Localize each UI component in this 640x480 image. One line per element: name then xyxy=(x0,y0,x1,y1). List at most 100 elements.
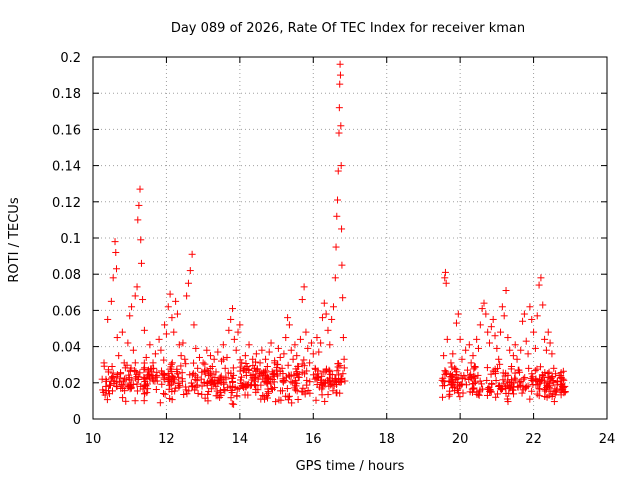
data-point xyxy=(318,314,326,322)
data-point xyxy=(180,390,188,398)
data-point xyxy=(142,374,150,382)
data-point xyxy=(243,363,251,371)
data-point xyxy=(318,372,326,380)
data-point xyxy=(440,352,448,360)
data-point xyxy=(172,297,180,305)
data-point xyxy=(303,367,311,375)
data-point xyxy=(492,377,500,385)
data-point xyxy=(230,400,238,408)
data-point xyxy=(209,381,217,389)
data-point xyxy=(541,335,549,343)
data-point xyxy=(194,364,202,372)
data-point xyxy=(249,355,257,363)
data-point xyxy=(329,387,337,395)
data-point xyxy=(505,389,513,397)
data-point xyxy=(309,371,317,379)
data-point xyxy=(117,384,125,392)
data-point xyxy=(313,334,321,342)
data-point xyxy=(107,297,115,305)
data-point xyxy=(331,274,339,282)
data-point xyxy=(230,371,238,379)
data-point xyxy=(151,350,159,358)
data-point xyxy=(314,370,322,378)
data-point xyxy=(338,261,346,269)
y-tick-label: 0 xyxy=(73,413,81,428)
data-point xyxy=(201,360,209,368)
data-point xyxy=(225,326,233,334)
data-point xyxy=(161,390,169,398)
data-point xyxy=(259,391,267,399)
data-point xyxy=(471,363,479,371)
data-point xyxy=(140,359,148,367)
data-point xyxy=(504,334,512,342)
data-point xyxy=(320,299,328,307)
data-point xyxy=(483,376,491,384)
data-point xyxy=(210,355,218,363)
data-point xyxy=(328,371,336,379)
data-point xyxy=(439,374,447,382)
data-point xyxy=(265,389,273,397)
data-point xyxy=(115,352,123,360)
data-point xyxy=(247,372,255,380)
data-point xyxy=(334,167,342,175)
data-point xyxy=(219,355,227,363)
data-point xyxy=(306,378,314,386)
data-point xyxy=(254,375,262,383)
data-point xyxy=(293,352,301,360)
data-point xyxy=(526,303,534,311)
data-point xyxy=(319,368,327,376)
data-point xyxy=(267,380,275,388)
data-point xyxy=(203,381,211,389)
data-point xyxy=(104,368,112,376)
data-point xyxy=(186,267,194,275)
data-point xyxy=(236,356,244,364)
data-point xyxy=(229,364,237,372)
data-point xyxy=(480,299,488,307)
data-point xyxy=(189,370,197,378)
data-point xyxy=(157,346,165,354)
data-point xyxy=(140,397,148,405)
data-point xyxy=(197,375,205,383)
data-point xyxy=(187,379,195,387)
data-point xyxy=(212,368,220,376)
data-point xyxy=(439,382,447,390)
data-point xyxy=(203,346,211,354)
data-point xyxy=(469,380,477,388)
data-point xyxy=(546,380,554,388)
data-point xyxy=(309,350,317,358)
data-point xyxy=(539,372,547,380)
data-point xyxy=(269,370,277,378)
data-point xyxy=(140,365,148,373)
y-tick-label: 0.2 xyxy=(60,51,81,66)
data-point xyxy=(529,373,537,381)
data-point xyxy=(447,359,455,367)
data-point xyxy=(118,380,126,388)
data-point xyxy=(179,339,187,347)
data-point xyxy=(454,389,462,397)
data-point xyxy=(293,369,301,377)
data-point xyxy=(552,370,560,378)
data-point xyxy=(227,386,235,394)
data-point xyxy=(133,370,141,378)
data-point xyxy=(442,368,450,376)
data-point xyxy=(183,390,191,398)
data-point xyxy=(469,372,477,380)
data-point xyxy=(245,341,253,349)
data-point xyxy=(256,359,264,367)
data-point xyxy=(496,360,504,368)
data-point xyxy=(333,212,341,220)
data-point xyxy=(143,380,151,388)
y-tick-label: 0.08 xyxy=(52,268,81,283)
data-point xyxy=(544,374,552,382)
data-point xyxy=(454,310,462,318)
data-point xyxy=(468,388,476,396)
data-point xyxy=(545,391,553,399)
data-point xyxy=(108,363,116,371)
data-point xyxy=(317,339,325,347)
data-point xyxy=(486,339,494,347)
data-point xyxy=(232,346,240,354)
data-point xyxy=(283,385,291,393)
data-point xyxy=(489,315,497,323)
data-point xyxy=(478,305,486,313)
data-point xyxy=(285,321,293,329)
